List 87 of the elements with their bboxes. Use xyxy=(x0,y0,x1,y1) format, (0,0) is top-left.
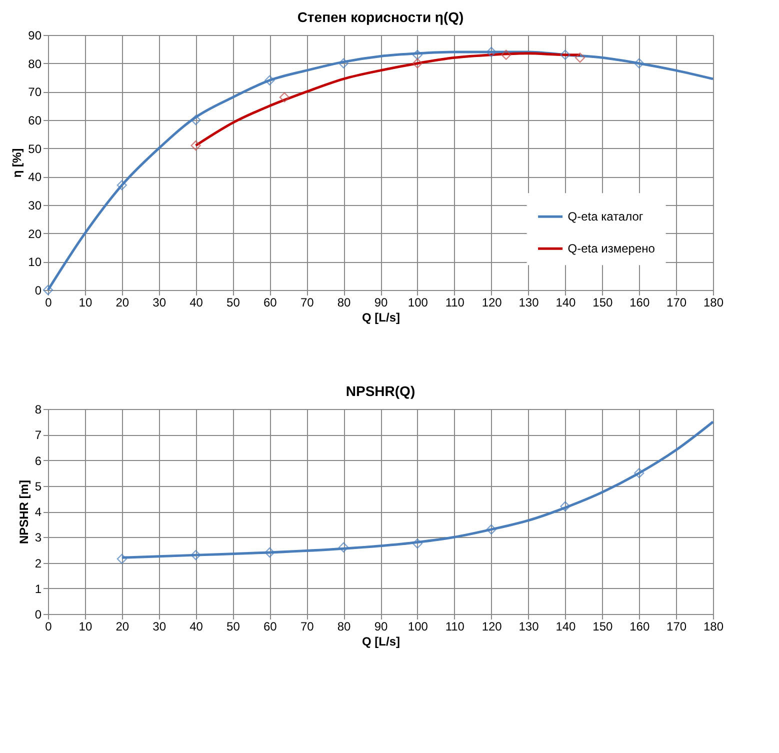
x-tick-label: 20 xyxy=(116,296,130,310)
x-tick-label: 80 xyxy=(337,620,352,634)
x-axis-title: Q [L/s] xyxy=(362,310,400,324)
y-tick-label: 60 xyxy=(28,114,42,128)
point xyxy=(264,75,275,86)
point xyxy=(560,501,570,512)
x-tick-label: 150 xyxy=(592,296,613,310)
point xyxy=(412,50,423,60)
x-tick-label: 70 xyxy=(300,620,314,634)
x-tick-label: 130 xyxy=(518,620,540,634)
x-tick-label: 50 xyxy=(226,296,240,310)
x-tick-label: 110 xyxy=(445,620,465,634)
y-tick-label: 6 xyxy=(34,454,42,468)
point xyxy=(412,538,423,549)
y-tick-label: 8 xyxy=(34,402,42,416)
y-tick-label: 0 xyxy=(34,608,42,622)
y-tick-label: 20 xyxy=(28,226,42,241)
x-tick-label: 140 xyxy=(556,620,576,634)
point xyxy=(116,180,127,190)
x-tick-label: 180 xyxy=(703,296,724,310)
point xyxy=(264,547,275,558)
point xyxy=(412,58,423,68)
y-tick-label: 10 xyxy=(28,255,42,270)
point xyxy=(190,140,201,151)
x-tick-label: 70 xyxy=(300,296,314,310)
x-tick-label: 100 xyxy=(408,296,428,310)
y-tick-label: 0 xyxy=(34,284,42,298)
x-axis-title: Q [L/s] xyxy=(362,634,400,648)
legend-label: Q-eta каталог xyxy=(568,210,644,224)
point xyxy=(501,50,512,60)
x-tick-label: 80 xyxy=(337,296,352,310)
x-tick-label: 110 xyxy=(445,296,465,310)
x-tick-label: 90 xyxy=(374,620,388,634)
x-tick-label: 170 xyxy=(666,620,687,634)
chart-title: NPSHR(Q) xyxy=(346,383,416,399)
x-tick-label: 40 xyxy=(190,620,204,634)
x-tick-label: 160 xyxy=(630,296,650,310)
point xyxy=(634,58,644,68)
point xyxy=(279,92,290,102)
chart-title: Степен корисности η(Q) xyxy=(297,9,464,25)
x-tick-label: 120 xyxy=(482,620,502,634)
y-tick-label: 2 xyxy=(34,556,42,570)
y-tick-label: 3 xyxy=(34,530,42,545)
x-tick-label: 140 xyxy=(556,296,576,310)
point xyxy=(338,542,349,552)
point xyxy=(634,468,644,478)
x-tick-label: 150 xyxy=(592,620,613,634)
x-tick-label: 40 xyxy=(190,296,204,310)
point xyxy=(190,550,201,560)
point xyxy=(190,114,201,126)
point xyxy=(338,58,349,68)
x-tick-label: 20 xyxy=(116,620,130,634)
point xyxy=(560,50,570,60)
point xyxy=(486,46,496,58)
x-tick-label: 60 xyxy=(263,620,278,634)
y-tick-label: 5 xyxy=(34,479,42,494)
y-axis-title: NPSHR [m] xyxy=(16,480,31,544)
point xyxy=(486,524,496,535)
x-tick-label: 120 xyxy=(482,296,502,310)
x-tick-label: 30 xyxy=(152,620,166,634)
x-tick-label: 160 xyxy=(630,620,650,634)
x-tick-label: 0 xyxy=(45,296,52,310)
x-tick-label: 100 xyxy=(408,620,428,634)
y-tick-label: 40 xyxy=(28,170,42,184)
y-tick-label: 90 xyxy=(28,28,42,42)
y-tick-label: 4 xyxy=(34,505,42,519)
y-tick-label: 80 xyxy=(28,56,42,71)
x-tick-label: 30 xyxy=(152,296,166,310)
y-tick-label: 30 xyxy=(28,198,42,212)
x-tick-label: 0 xyxy=(45,620,52,634)
x-tick-label: 60 xyxy=(263,296,278,310)
point xyxy=(116,554,127,564)
point xyxy=(42,284,54,296)
x-tick-label: 180 xyxy=(703,620,724,634)
x-tick-label: 50 xyxy=(226,620,240,634)
point xyxy=(574,52,586,63)
x-tick-label: 10 xyxy=(78,620,92,634)
x-tick-label: 90 xyxy=(374,296,388,310)
x-tick-label: 130 xyxy=(518,296,540,310)
y-tick-label: 70 xyxy=(28,85,42,100)
y-tick-label: 7 xyxy=(34,428,42,442)
y-tick-label: 1 xyxy=(34,582,42,596)
x-tick-label: 170 xyxy=(666,296,687,310)
y-tick-label: 50 xyxy=(28,142,42,156)
x-tick-label: 10 xyxy=(78,296,92,310)
legend-label: Q-eta измерено xyxy=(568,242,656,256)
y-axis-title: η [%] xyxy=(10,148,24,178)
